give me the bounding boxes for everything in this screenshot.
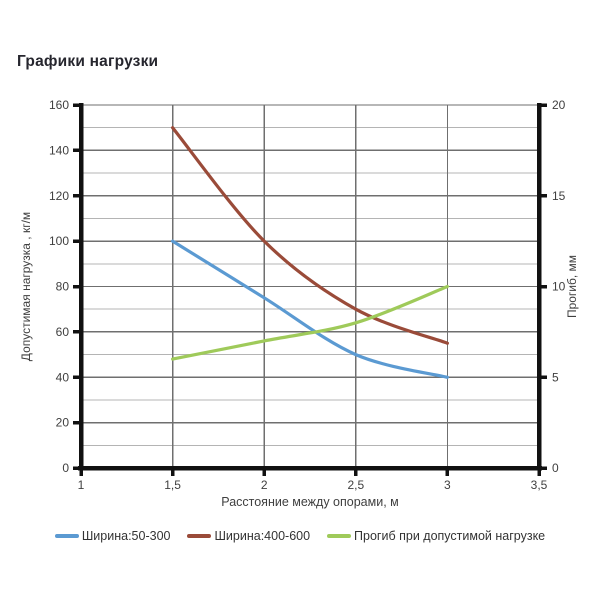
legend-item-1: Ширина:400-600 [187,529,310,543]
y-left-tick-label: 80 [56,280,70,294]
legend-swatch-icon [187,534,212,538]
legend-swatch-icon [327,534,352,538]
y-right-tick-label: 5 [552,370,559,384]
y-left-tick-label: 120 [49,189,69,203]
y-left-tick-label: 100 [49,234,69,248]
y-left-axis-title: Допустимая нагрузка , кг/м [19,212,33,361]
x-tick-label: 3,5 [531,478,548,492]
y-left-tick-label: 160 [49,98,69,112]
legend-label: Ширина:400-600 [214,529,311,543]
load-chart-plot: 0 20 40 60 80 100 120 140 160 0 5 10 15 20 1 1,5 2 2,5 3 3,… [19,98,579,509]
y-left-tick-label: 140 [49,143,69,157]
series-line-2 [171,284,449,361]
legend-item-0: Ширина:50-300 [54,529,171,543]
y-left-tick-label: 0 [62,461,69,475]
series-line-1 [171,126,449,345]
y-right-tick-label: 10 [552,280,566,294]
y-right-axis-title: Прогиб, мм [565,255,579,318]
x-tick-label: 2 [261,478,268,492]
legend-swatch-icon [54,534,79,538]
y-right-tick-label: 15 [552,189,566,203]
series-line-0 [171,239,449,379]
x-tick-label: 2,5 [347,478,364,492]
legend-label: Ширина:50-300 [81,529,171,543]
x-tick-label: 1 [78,478,85,492]
legend-item-2: Прогиб при допустимой нагрузке [327,529,545,543]
x-tick-label: 1,5 [164,478,181,492]
chart-legend: Ширина:50-300 Ширина:400-600 Прогиб при до… [0,529,600,543]
y-right-tick-label: 20 [552,98,566,112]
y-left-tick-label: 40 [56,370,70,384]
x-axis-title: Расстояние между опорами, м [221,495,398,509]
y-left-tick-label: 60 [56,325,70,339]
x-tick-label: 3 [444,478,451,492]
y-left-tick-label: 20 [56,416,70,430]
page-title: Графики нагрузки [17,53,159,70]
y-right-tick-label: 0 [552,461,559,475]
legend-label: Прогиб при допустимой нагрузке [354,529,546,543]
